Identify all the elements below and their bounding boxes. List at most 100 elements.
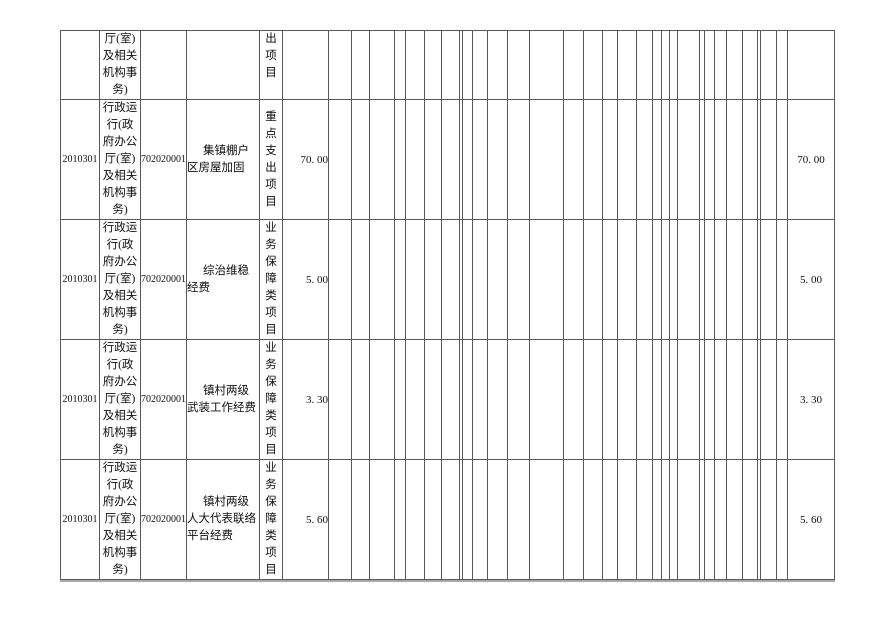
empty-cell — [441, 219, 460, 340]
empty-cell — [424, 99, 442, 220]
empty-cell — [424, 459, 442, 580]
empty-cell — [714, 459, 727, 580]
empty-cell — [529, 99, 564, 220]
empty-cell — [636, 99, 653, 220]
empty-cell — [472, 219, 488, 340]
empty-cell — [636, 219, 653, 340]
empty-cell — [529, 219, 564, 340]
budget-table-body: 厅(室) 及相关 机构事 务) 出 项 目 2010301 行政运 行(政 府办公 厅… — [60, 30, 835, 580]
total-amount-cell: 5. 60 — [787, 459, 835, 580]
empty-cell — [669, 99, 678, 220]
empty-cell — [583, 339, 603, 460]
expense-type-cell: 业 务 保 障 类 项 目 — [259, 219, 283, 340]
empty-cell — [328, 99, 352, 220]
empty-cell — [405, 459, 425, 580]
empty-cell — [462, 459, 473, 580]
empty-cell — [661, 339, 670, 460]
empty-cell — [529, 339, 564, 460]
func-code-cell — [60, 30, 100, 100]
func-name-cell: 行政运 行(政 府办公 厅(室) 及相关 机构事 务) — [99, 219, 141, 340]
empty-cell — [704, 339, 715, 460]
empty-cell — [714, 219, 727, 340]
empty-cell — [328, 459, 352, 580]
total-amount-cell: 3. 30 — [787, 339, 835, 460]
empty-cell — [602, 339, 618, 460]
empty-cell — [661, 99, 670, 220]
empty-cell — [677, 30, 700, 100]
empty-cell — [636, 339, 653, 460]
empty-cell — [583, 219, 603, 340]
amount-cell: 70. 00 — [282, 99, 329, 220]
empty-cell — [742, 339, 758, 460]
table-row: 厅(室) 及相关 机构事 务) 出 项 目 — [60, 30, 835, 100]
empty-cell — [677, 459, 700, 580]
empty-cell — [529, 459, 564, 580]
empty-cell — [394, 30, 406, 100]
empty-cell — [424, 219, 442, 340]
expense-type-cell: 重 点 支 出 项 目 — [259, 99, 283, 220]
budget-table: 厅(室) 及相关 机构事 务) 出 项 目 2010301 行政运 行(政 府办公 厅… — [60, 30, 835, 580]
total-amount-cell: 5. 00 — [787, 219, 835, 340]
empty-cell — [472, 99, 488, 220]
empty-cell — [742, 459, 758, 580]
empty-cell — [487, 99, 508, 220]
table-row: 2010301 行政运 行(政 府办公 厅(室) 及相关 机构事 务) 702020… — [60, 339, 835, 460]
empty-cell — [394, 459, 406, 580]
empty-cell — [652, 99, 662, 220]
empty-cell — [669, 459, 678, 580]
empty-cell — [760, 219, 777, 340]
empty-cell — [563, 99, 584, 220]
func-code-cell: 2010301 — [60, 219, 100, 340]
empty-cell — [726, 99, 743, 220]
empty-cell — [776, 459, 788, 580]
empty-cell — [636, 459, 653, 580]
empty-cell — [328, 339, 352, 460]
empty-cell — [507, 339, 530, 460]
empty-cell — [776, 99, 788, 220]
expense-type-cell: 出 项 目 — [259, 30, 283, 100]
program-code-cell — [140, 30, 187, 100]
empty-cell — [369, 219, 395, 340]
empty-cell — [487, 219, 508, 340]
table-row: 2010301 行政运 行(政 府办公 厅(室) 及相关 机构事 务) 702020… — [60, 459, 835, 580]
empty-cell — [652, 30, 662, 100]
empty-cell — [669, 30, 678, 100]
empty-cell — [714, 99, 727, 220]
empty-cell — [351, 459, 370, 580]
amount-cell: 5. 60 — [282, 459, 329, 580]
func-code-cell: 2010301 — [60, 459, 100, 580]
empty-cell — [328, 219, 352, 340]
empty-cell — [602, 219, 618, 340]
table-row: 2010301 行政运 行(政 府办公 厅(室) 及相关 机构事 务) 702020… — [60, 219, 835, 340]
empty-cell — [462, 339, 473, 460]
empty-cell — [369, 99, 395, 220]
empty-cell — [760, 99, 777, 220]
empty-cell — [602, 99, 618, 220]
program-code-cell: 702020001 — [140, 459, 187, 580]
empty-cell — [714, 339, 727, 460]
expense-type-cell: 业 务 保 障 类 项 目 — [259, 459, 283, 580]
empty-cell — [351, 99, 370, 220]
empty-cell — [529, 30, 564, 100]
func-name-cell: 行政运 行(政 府办公 厅(室) 及相关 机构事 务) — [99, 99, 141, 220]
amount-cell: 5. 00 — [282, 219, 329, 340]
amount-cell — [282, 30, 329, 100]
empty-cell — [704, 99, 715, 220]
empty-cell — [583, 459, 603, 580]
empty-cell — [617, 459, 637, 580]
empty-cell — [677, 339, 700, 460]
empty-cell — [507, 459, 530, 580]
empty-cell — [617, 219, 637, 340]
empty-cell — [462, 219, 473, 340]
empty-cell — [704, 30, 715, 100]
empty-cell — [704, 459, 715, 580]
empty-cell — [742, 99, 758, 220]
empty-cell — [563, 339, 584, 460]
program-code-cell: 702020001 — [140, 339, 187, 460]
total-amount-cell: 70. 00 — [787, 99, 835, 220]
project-name-cell: 镇村两级 人大代表联络 平台经费 — [186, 459, 260, 580]
empty-cell — [487, 30, 508, 100]
empty-cell — [405, 219, 425, 340]
empty-cell — [424, 339, 442, 460]
